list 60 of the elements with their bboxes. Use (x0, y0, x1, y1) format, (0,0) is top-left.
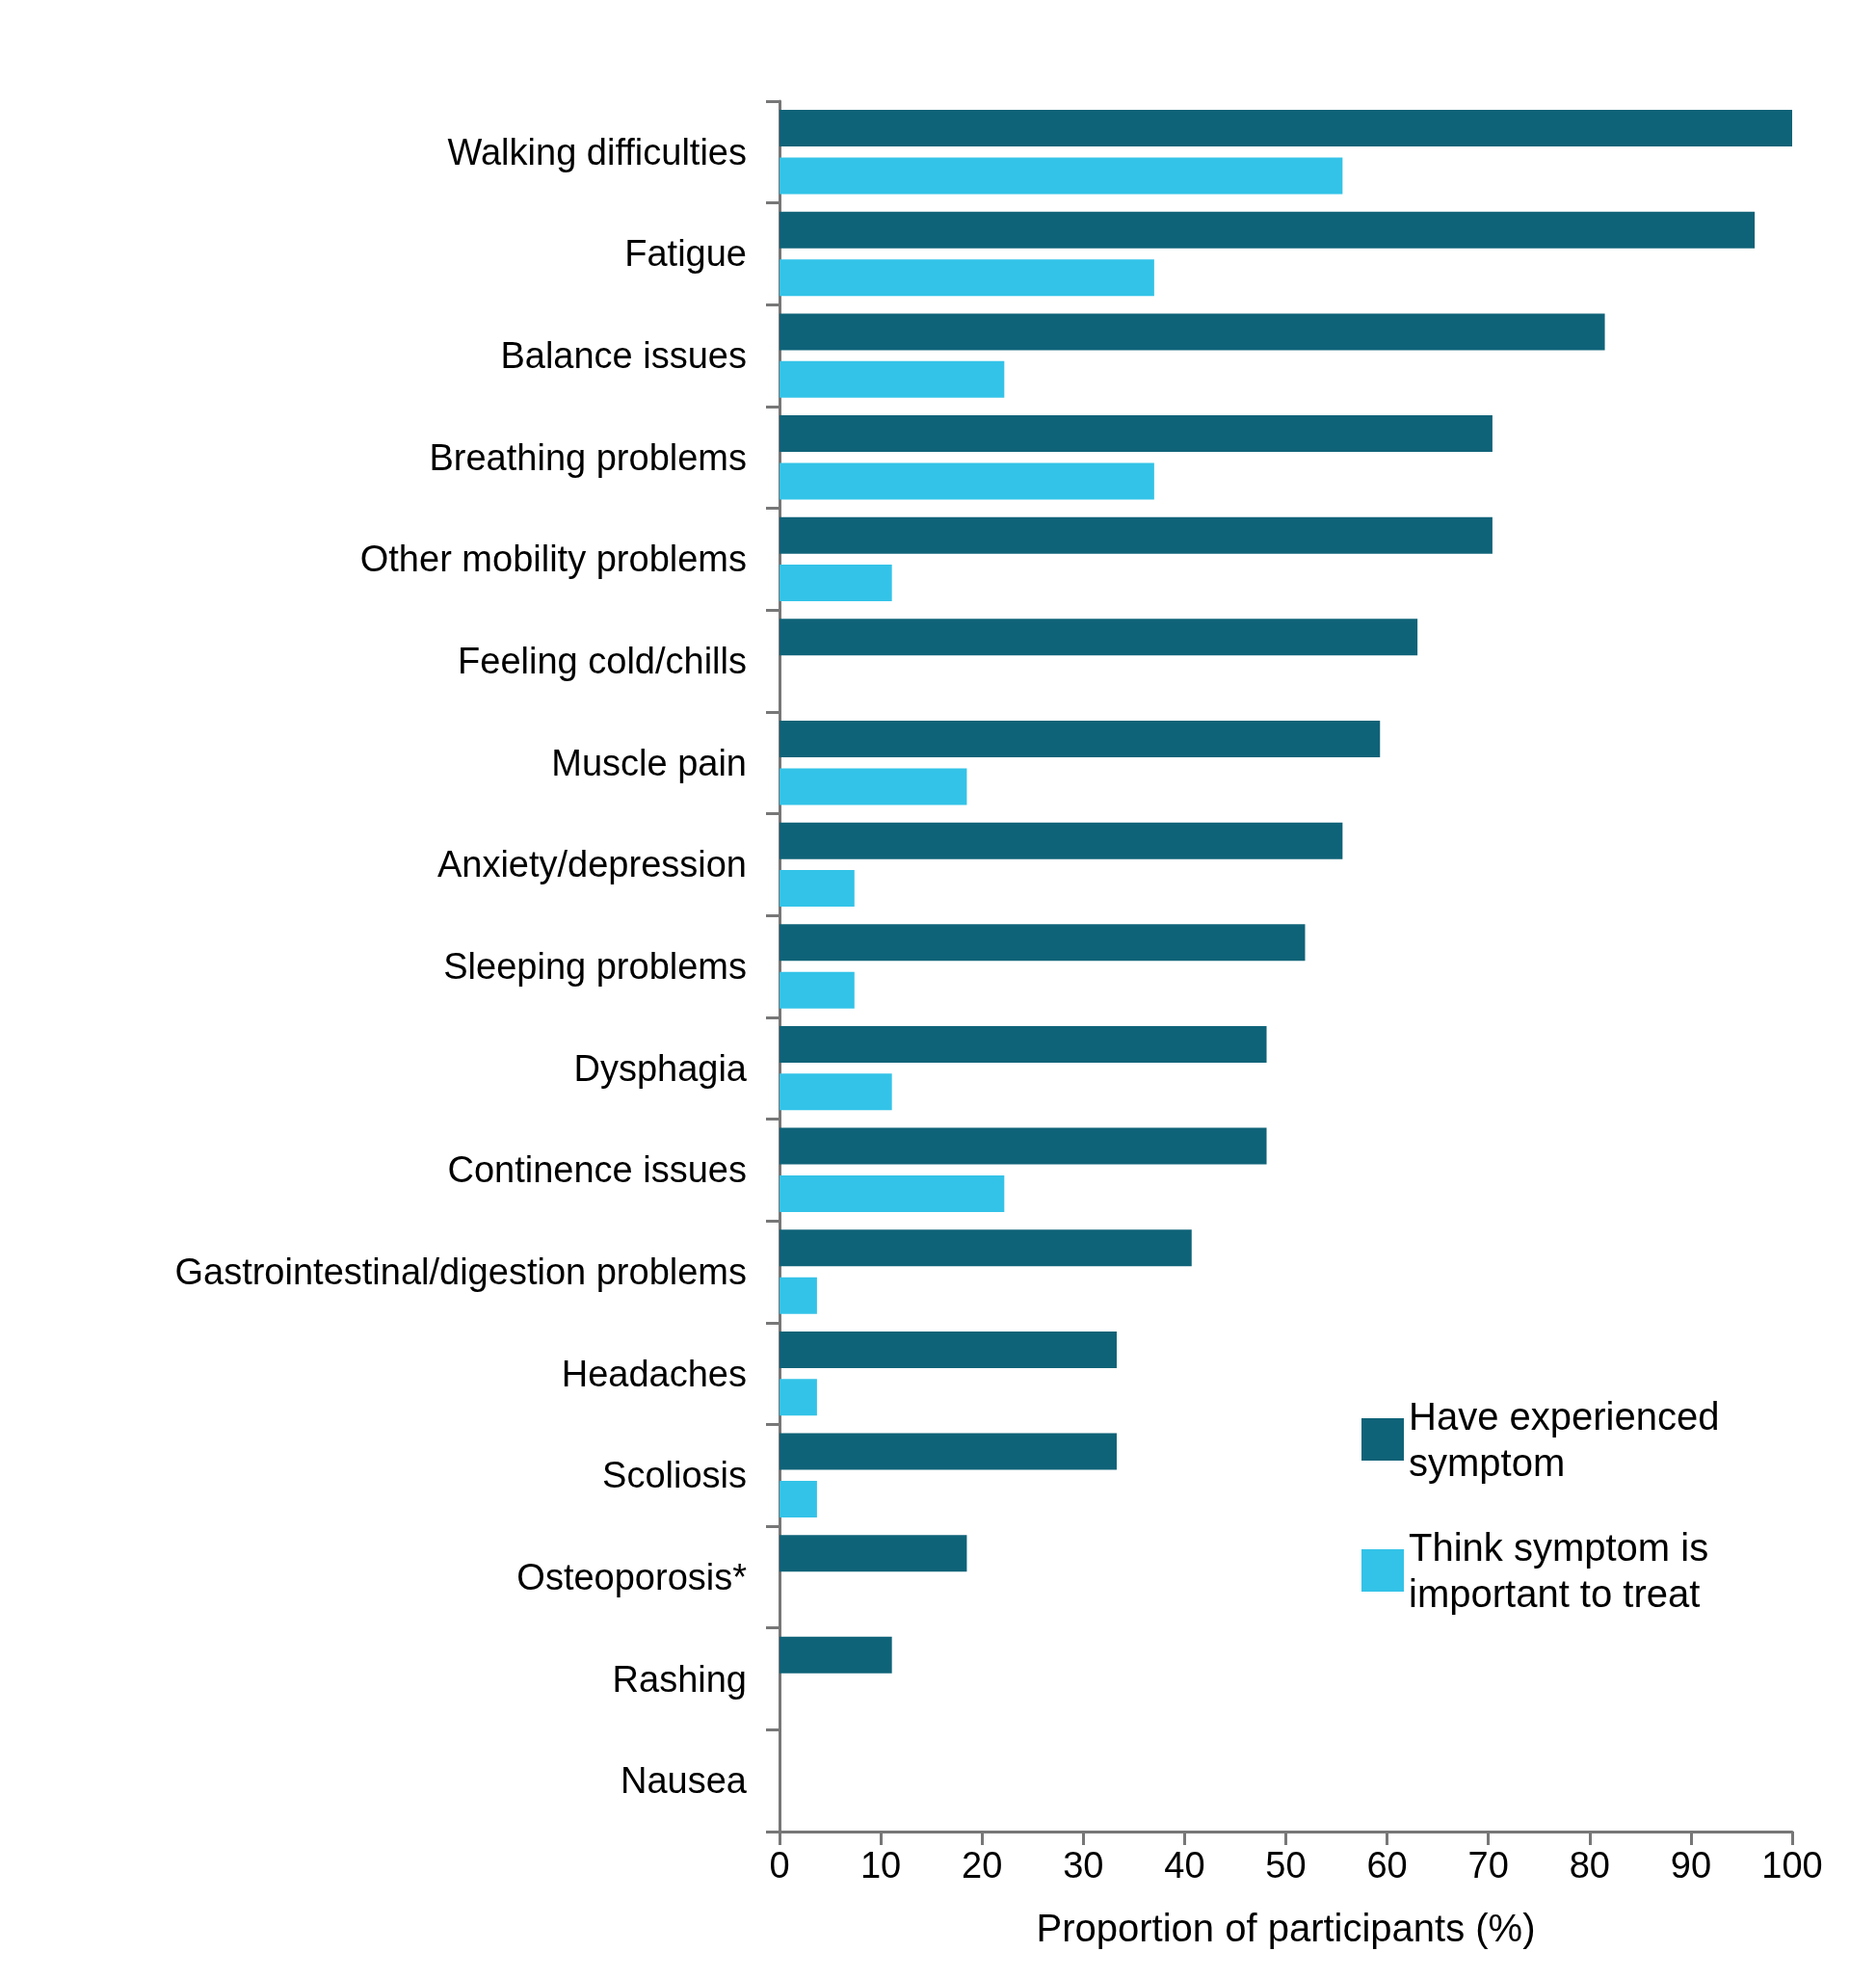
bar (779, 415, 1493, 453)
x-axis-title: Proportion of participants (%) (1036, 1907, 1536, 1949)
bar (779, 768, 967, 805)
bar (779, 1025, 1267, 1063)
bar (779, 259, 1154, 297)
y-tick-label: Muscle pain (551, 742, 747, 783)
x-tick-label: 0 (769, 1845, 790, 1886)
bar (779, 1331, 1117, 1368)
x-tick-label: 90 (1670, 1845, 1712, 1886)
bar (779, 565, 892, 602)
x-tick-label: 60 (1366, 1845, 1408, 1886)
bar (779, 1433, 1117, 1470)
bar (779, 211, 1756, 249)
x-tick-label: 80 (1569, 1845, 1610, 1886)
bar (779, 822, 1343, 859)
bar (779, 313, 1605, 351)
bar (779, 619, 1418, 656)
bar (779, 157, 1343, 195)
x-tick-label: 70 (1467, 1845, 1509, 1886)
bar (779, 721, 1381, 758)
x-tick-label: 10 (859, 1845, 902, 1886)
y-tick-label: Other mobility problems (359, 539, 747, 580)
legend-label: Have experienced symptom (1409, 1395, 1731, 1484)
y-tick-label: Anxiety/depression (436, 844, 747, 885)
y-tick-label: Fatigue (624, 233, 747, 275)
y-tick-label: Osteoporosis* (516, 1556, 748, 1597)
y-tick-label: Continence issues (447, 1149, 747, 1191)
x-tick-label: 30 (1063, 1845, 1104, 1886)
bar (779, 1277, 817, 1314)
x-tick-label: 50 (1265, 1845, 1307, 1886)
bar (779, 1480, 817, 1517)
y-tick-label: Balance issues (500, 335, 747, 377)
bar (779, 516, 1493, 554)
bar (779, 110, 1792, 147)
bar (779, 1174, 1005, 1212)
bar (779, 924, 1306, 962)
y-tick-label: Headaches (561, 1353, 747, 1394)
y-tick-label: Breathing problems (429, 436, 747, 478)
x-tick-label: 40 (1164, 1845, 1205, 1886)
x-tick-label: 20 (962, 1845, 1003, 1886)
y-tick-label: Feeling cold/chills (458, 641, 747, 682)
y-tick-label: Scoliosis (602, 1455, 747, 1496)
bar (779, 870, 855, 908)
bar (779, 1535, 967, 1572)
bar (779, 1636, 892, 1674)
bar (779, 971, 855, 1009)
y-tick-label: Dysphagia (573, 1047, 748, 1089)
y-tick-label: Nausea (621, 1760, 748, 1802)
y-tick-label: Sleeping problems (443, 946, 747, 987)
bar (779, 360, 1005, 398)
legend-label: Think symptom is important to treat (1409, 1526, 1720, 1615)
bar (779, 1127, 1267, 1165)
y-tick-label: Rashing (612, 1658, 747, 1700)
bar (779, 1229, 1192, 1267)
x-tick-label: 100 (1761, 1845, 1823, 1886)
bar (779, 1073, 892, 1111)
y-tick-label: Gastrointestinal/digestion problems (174, 1251, 747, 1292)
y-tick-label: Walking difficulties (447, 131, 747, 172)
bar (779, 1379, 817, 1416)
bar (779, 462, 1154, 500)
